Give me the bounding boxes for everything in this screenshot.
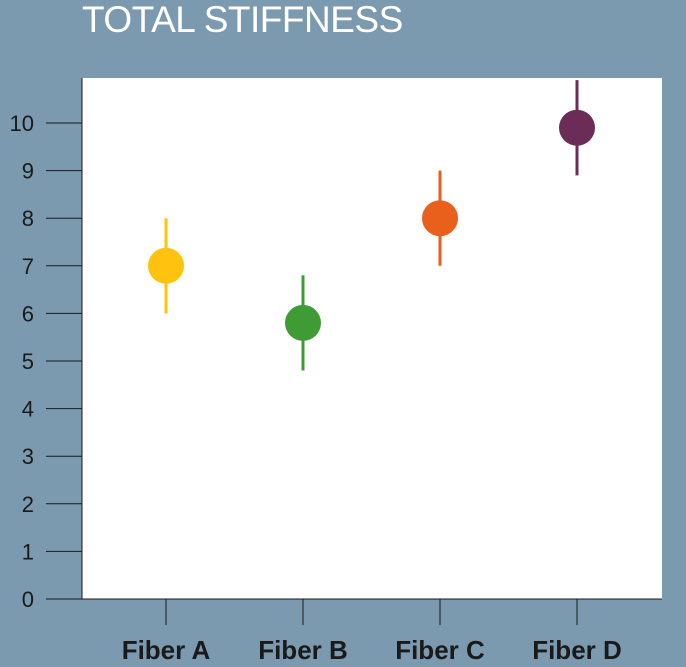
y-tick-label: 1 <box>22 539 34 564</box>
y-tick-label: 8 <box>22 206 34 231</box>
data-point <box>422 200 458 237</box>
x-tick-label: Fiber B <box>258 635 348 665</box>
x-tick-label: Fiber A <box>122 635 211 665</box>
data-point <box>285 304 321 341</box>
plot-area <box>82 78 662 599</box>
x-tick-label: Fiber C <box>395 635 485 665</box>
y-tick-label: 5 <box>22 349 34 374</box>
data-point <box>148 247 184 284</box>
data-point <box>559 109 595 146</box>
y-tick-label: 4 <box>22 397 34 422</box>
y-tick-label: 0 <box>22 587 34 612</box>
y-tick-label: 7 <box>22 254 34 279</box>
y-tick-label: 3 <box>22 444 34 469</box>
chart-title: TOTAL STIFFNESS <box>82 0 403 40</box>
y-tick-label: 2 <box>22 492 34 517</box>
y-tick-label: 9 <box>22 159 34 184</box>
y-tick-label: 10 <box>10 111 34 136</box>
x-tick-label: Fiber D <box>532 635 622 665</box>
y-tick-label: 6 <box>22 301 34 326</box>
